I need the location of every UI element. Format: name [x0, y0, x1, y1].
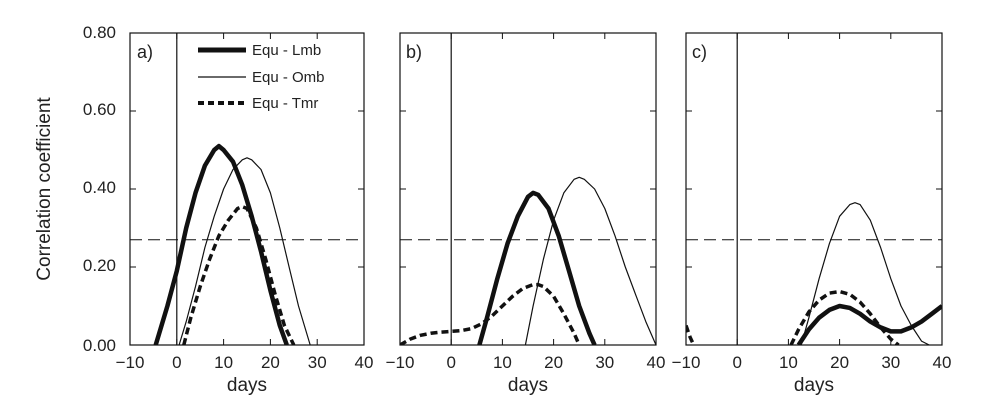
y-axis-title: Correlation coefficient: [34, 97, 55, 281]
panel-b: −10 0 10 20 30 40: [386, 32, 666, 372]
series-line-thick-dashed: [400, 282, 581, 345]
plot-frame: [129, 32, 365, 346]
x-tick-label: 0: [732, 353, 741, 372]
x-tick-label: 0: [172, 353, 181, 372]
y-tick-label: 0.80: [83, 23, 116, 42]
y-tick-label: 0.60: [83, 100, 116, 119]
x-tick-label: 20: [544, 353, 563, 372]
panel-label: c): [692, 42, 707, 62]
y-tick-label: 0.00: [83, 336, 116, 355]
x-tick-label: 30: [595, 353, 614, 372]
x-tick-label: −10: [672, 353, 701, 372]
x-tick-label: 10: [214, 353, 233, 372]
panel-a: −10 0 10 20 30 40: [116, 32, 374, 372]
panel-label: b): [406, 42, 422, 62]
series-line-thick-solid: [796, 303, 942, 345]
x-tick-label: 40: [933, 353, 952, 372]
legend: Equ - Lmb Equ - Omb Equ - Tmr: [198, 42, 325, 112]
legend-label: Equ - Tmr: [252, 95, 318, 112]
legend-label: Equ - Omb: [252, 69, 325, 86]
series-line-thick-solid: [153, 143, 289, 345]
x-tick-label: 10: [779, 353, 798, 372]
series-line-thin-solid: [178, 157, 311, 345]
x-tick-label: 40: [647, 353, 666, 372]
panel-label: a): [137, 42, 153, 62]
x-tick-label: 30: [308, 353, 327, 372]
series-line-thick-dashed: [182, 204, 296, 345]
x-tick-label: 30: [881, 353, 900, 372]
y-tick-label: 0.40: [83, 178, 116, 197]
series-line-thick-dashed: [686, 324, 696, 345]
x-axis-title: days: [794, 375, 834, 396]
x-tick-label: 0: [446, 353, 455, 372]
x-tick-label: 20: [830, 353, 849, 372]
legend-label: Equ - Lmb: [252, 42, 321, 59]
x-axis-title: days: [508, 375, 548, 396]
x-tick-label: 20: [261, 353, 280, 372]
x-tick-label: −10: [386, 353, 415, 372]
series-line-thin-solid: [800, 202, 930, 345]
panel-c: −10 0 10 20 30 40: [672, 32, 952, 372]
x-axis-title: days: [227, 375, 267, 396]
y-tick-label: 0.20: [83, 256, 116, 275]
series-line-thin-solid: [524, 176, 656, 345]
x-tick-label: 40: [355, 353, 374, 372]
series-line-thick-solid: [477, 190, 597, 345]
plot-frame: [399, 32, 657, 346]
x-tick-label: 10: [493, 353, 512, 372]
series-line-thick-dashed: [789, 289, 900, 345]
x-tick-label: −10: [116, 353, 145, 372]
